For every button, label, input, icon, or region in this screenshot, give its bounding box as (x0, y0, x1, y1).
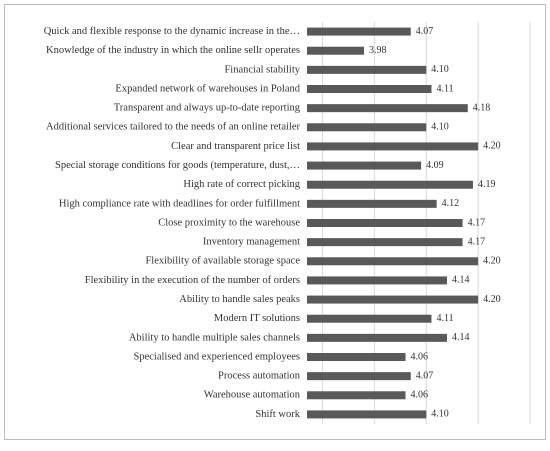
y-tick-label: Specialised and experienced employees (134, 351, 300, 362)
bar (307, 353, 406, 361)
value-label: 4.20 (483, 141, 501, 152)
value-label: 4.19 (478, 179, 496, 190)
bar (307, 123, 427, 132)
bar (307, 391, 406, 400)
y-tick-label: Quick and flexible response to the dynam… (44, 26, 300, 37)
bar (307, 238, 463, 247)
value-label: 4.09 (426, 160, 444, 171)
y-tick-label: Ability to handle sales peaks (179, 294, 300, 305)
value-label: 4.06 (411, 390, 429, 401)
y-tick-label: Special storage conditions for goods (te… (55, 160, 300, 171)
bar (307, 180, 473, 189)
bar (307, 199, 437, 208)
value-label: 4.17 (468, 217, 486, 228)
value-label: 4.14 (452, 275, 470, 286)
chart-frame (4, 4, 546, 440)
bar (307, 219, 463, 227)
y-tick-label: Flexibility in the execution of the numb… (85, 275, 300, 286)
value-label: 4.20 (483, 294, 501, 305)
bar (307, 257, 479, 266)
value-label: 4.14 (452, 332, 470, 343)
value-label: 4.17 (468, 236, 486, 247)
bar (307, 333, 448, 342)
y-tick-label: Transparent and always up-to-date report… (114, 103, 301, 114)
y-tick-label: High compliance rate with deadlines for … (59, 198, 300, 209)
bar (307, 410, 427, 419)
y-tick-label: High rate of correct picking (183, 179, 300, 190)
bar (307, 65, 427, 74)
bar (307, 104, 468, 113)
y-tick-label: Ability to handle multiple sales channel… (129, 332, 300, 343)
bar (307, 372, 411, 381)
bar (307, 27, 411, 36)
y-tick-label: Inventory management (203, 237, 300, 248)
value-label: 4.10 (431, 64, 449, 75)
value-label: 4.20 (483, 256, 501, 267)
value-label: 4.06 (411, 351, 429, 362)
bar (307, 161, 422, 170)
y-tick-label: Close proximity to the warehouse (158, 217, 300, 228)
y-tick-label: Modern IT solutions (214, 313, 300, 324)
bar (307, 295, 479, 304)
y-tick-label: Warehouse automation (204, 390, 301, 401)
y-tick-label: Knowledge of the industry in which the o… (46, 45, 300, 56)
value-label: 3.98 (369, 45, 387, 56)
bar (307, 142, 479, 151)
value-label: 4.07 (416, 370, 434, 381)
y-tick-label: Flexibility of available storage space (145, 256, 300, 267)
y-tick-label: Additional services tailored to the need… (46, 122, 300, 133)
y-tick-label: Shift work (255, 409, 300, 420)
bar (307, 85, 432, 93)
y-tick-label: Expanded network of warehouses in Poland (115, 83, 300, 94)
value-label: 4.07 (416, 26, 434, 37)
bar (307, 314, 432, 323)
value-label: 4.10 (431, 122, 449, 133)
value-label: 4.11 (436, 313, 453, 324)
value-label: 4.11 (436, 83, 453, 94)
y-tick-label: Clear and transparent price list (171, 141, 300, 152)
bar (307, 276, 448, 285)
value-label: 4.18 (473, 102, 491, 113)
y-tick-label: Financial stability (224, 64, 300, 75)
value-label: 4.10 (431, 409, 449, 420)
value-label: 4.12 (442, 198, 460, 209)
y-tick-label: Process automation (218, 371, 301, 382)
bar (307, 46, 365, 55)
